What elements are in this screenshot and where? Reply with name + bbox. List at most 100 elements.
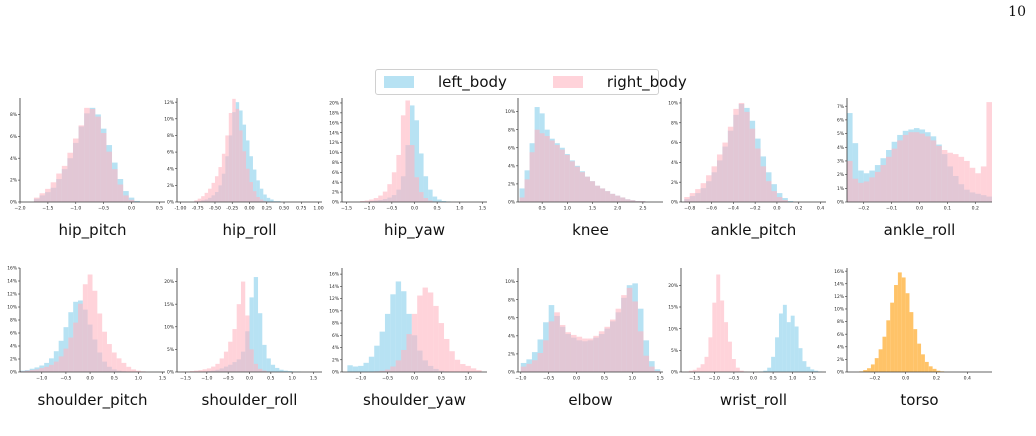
bar bbox=[263, 201, 267, 202]
x-tick-label: −0.5 bbox=[98, 206, 109, 212]
y-tick-label: 5% bbox=[837, 131, 844, 137]
x-tick-label: −1.0 bbox=[709, 376, 720, 382]
bar bbox=[786, 322, 791, 372]
bar bbox=[771, 191, 777, 202]
y-tick-label: 8% bbox=[332, 160, 339, 166]
panel-shoulder-roll: 0% 5% 10% 15% 20% −1.5 −1.0 −0.5 0.0 0.5 1.0 1.5 sho… bbox=[164, 268, 342, 409]
bar bbox=[902, 134, 909, 202]
x-tick-label: 0.0 bbox=[916, 206, 923, 212]
bar bbox=[379, 370, 385, 372]
bar bbox=[778, 313, 783, 372]
y-tick-label: 2% bbox=[508, 352, 515, 358]
bar bbox=[134, 200, 140, 202]
bar bbox=[975, 173, 981, 202]
bar bbox=[924, 361, 929, 372]
bar bbox=[728, 341, 732, 372]
bar bbox=[206, 368, 212, 372]
bar bbox=[215, 363, 220, 372]
x-tick-label: −1.5 bbox=[42, 206, 53, 212]
bar bbox=[529, 152, 535, 202]
bar bbox=[201, 196, 205, 202]
bar bbox=[874, 358, 879, 372]
bar bbox=[95, 116, 101, 202]
bar bbox=[731, 359, 736, 372]
bar bbox=[400, 115, 406, 202]
bar bbox=[711, 166, 717, 202]
y-tick-label: 6% bbox=[837, 332, 844, 338]
x-tick-label: −0.1 bbox=[886, 206, 897, 212]
bar bbox=[428, 200, 433, 202]
bar bbox=[798, 348, 803, 372]
panel-title: wrist_roll bbox=[719, 391, 788, 409]
bar bbox=[121, 362, 127, 372]
x-tick-label: 1.5 bbox=[657, 376, 664, 382]
bar bbox=[724, 322, 729, 372]
bar bbox=[347, 365, 353, 372]
panel-hip-pitch: 0% 2% 4% 6% 8% −2.0 −1.5 −1.0 −0.5 0.0 0.5 hip_pitc… bbox=[10, 98, 185, 239]
bar bbox=[598, 331, 605, 372]
bar bbox=[880, 165, 887, 202]
bar bbox=[283, 370, 288, 372]
x-tick-label: 0.5 bbox=[156, 206, 163, 212]
bar bbox=[519, 188, 525, 202]
bar bbox=[640, 201, 646, 202]
y-tick-label: 4% bbox=[837, 145, 844, 151]
bar bbox=[576, 336, 583, 372]
bar bbox=[352, 366, 359, 372]
bar bbox=[228, 112, 233, 202]
y-tick-label: 12% bbox=[834, 294, 844, 300]
bar bbox=[696, 367, 701, 372]
panel-shoulder-yaw: 0% 2% 4% 6% 8% 10% 12% 14% 16% −1.0 −0.5 0.0 0.5 1.0 s… bbox=[329, 268, 507, 409]
bar bbox=[72, 138, 79, 202]
bar bbox=[806, 366, 811, 372]
bar bbox=[569, 161, 575, 202]
y-tick-label: 0% bbox=[10, 200, 17, 206]
x-tick-label: 0.0 bbox=[902, 376, 909, 382]
legend-swatch-right bbox=[552, 76, 583, 88]
x-tick-label: 1.5 bbox=[310, 376, 317, 382]
panel-title: shoulder_yaw bbox=[363, 391, 466, 409]
bar bbox=[287, 371, 293, 372]
y-tick-label: 8% bbox=[508, 127, 515, 133]
bar bbox=[936, 370, 941, 372]
bar bbox=[259, 199, 264, 202]
x-tick-label: 0.4 bbox=[817, 206, 824, 212]
bar bbox=[390, 366, 396, 372]
bar bbox=[727, 126, 734, 202]
bar bbox=[68, 337, 74, 372]
y-tick-label: 6% bbox=[332, 170, 339, 176]
bar bbox=[249, 349, 254, 372]
x-tick-label: 1.0 bbox=[629, 376, 636, 382]
bar bbox=[368, 356, 375, 372]
bar bbox=[760, 166, 767, 202]
bar bbox=[544, 135, 550, 202]
bar bbox=[252, 169, 257, 202]
y-tick-label: 16% bbox=[329, 120, 339, 126]
bar bbox=[374, 345, 380, 372]
bar bbox=[738, 102, 745, 202]
bar bbox=[414, 120, 420, 202]
x-tick-label: −1.5 bbox=[180, 376, 191, 382]
x-tick-label: −0.2 bbox=[750, 206, 761, 212]
bar bbox=[771, 356, 776, 372]
y-tick-label: 10% bbox=[668, 326, 678, 332]
y-tick-label: 14% bbox=[834, 281, 844, 287]
x-tick-label: −0.4 bbox=[728, 206, 739, 212]
panel-title: hip_pitch bbox=[58, 221, 127, 239]
y-tick-label: 8% bbox=[671, 120, 678, 126]
y-tick-label: 0% bbox=[508, 200, 515, 206]
bar bbox=[952, 154, 959, 202]
bar bbox=[432, 196, 438, 202]
bar bbox=[739, 370, 744, 372]
bar bbox=[34, 369, 40, 372]
bar bbox=[917, 343, 922, 372]
y-tick-label: 2% bbox=[10, 178, 17, 184]
bar bbox=[411, 313, 418, 372]
y-tick-label: 4% bbox=[837, 344, 844, 350]
bar bbox=[706, 175, 712, 202]
bar bbox=[878, 349, 883, 372]
bar bbox=[256, 180, 260, 202]
y-tick-label: 7% bbox=[837, 104, 844, 110]
y-tick-label: 0% bbox=[671, 200, 678, 206]
y-tick-label: 0% bbox=[167, 200, 174, 206]
